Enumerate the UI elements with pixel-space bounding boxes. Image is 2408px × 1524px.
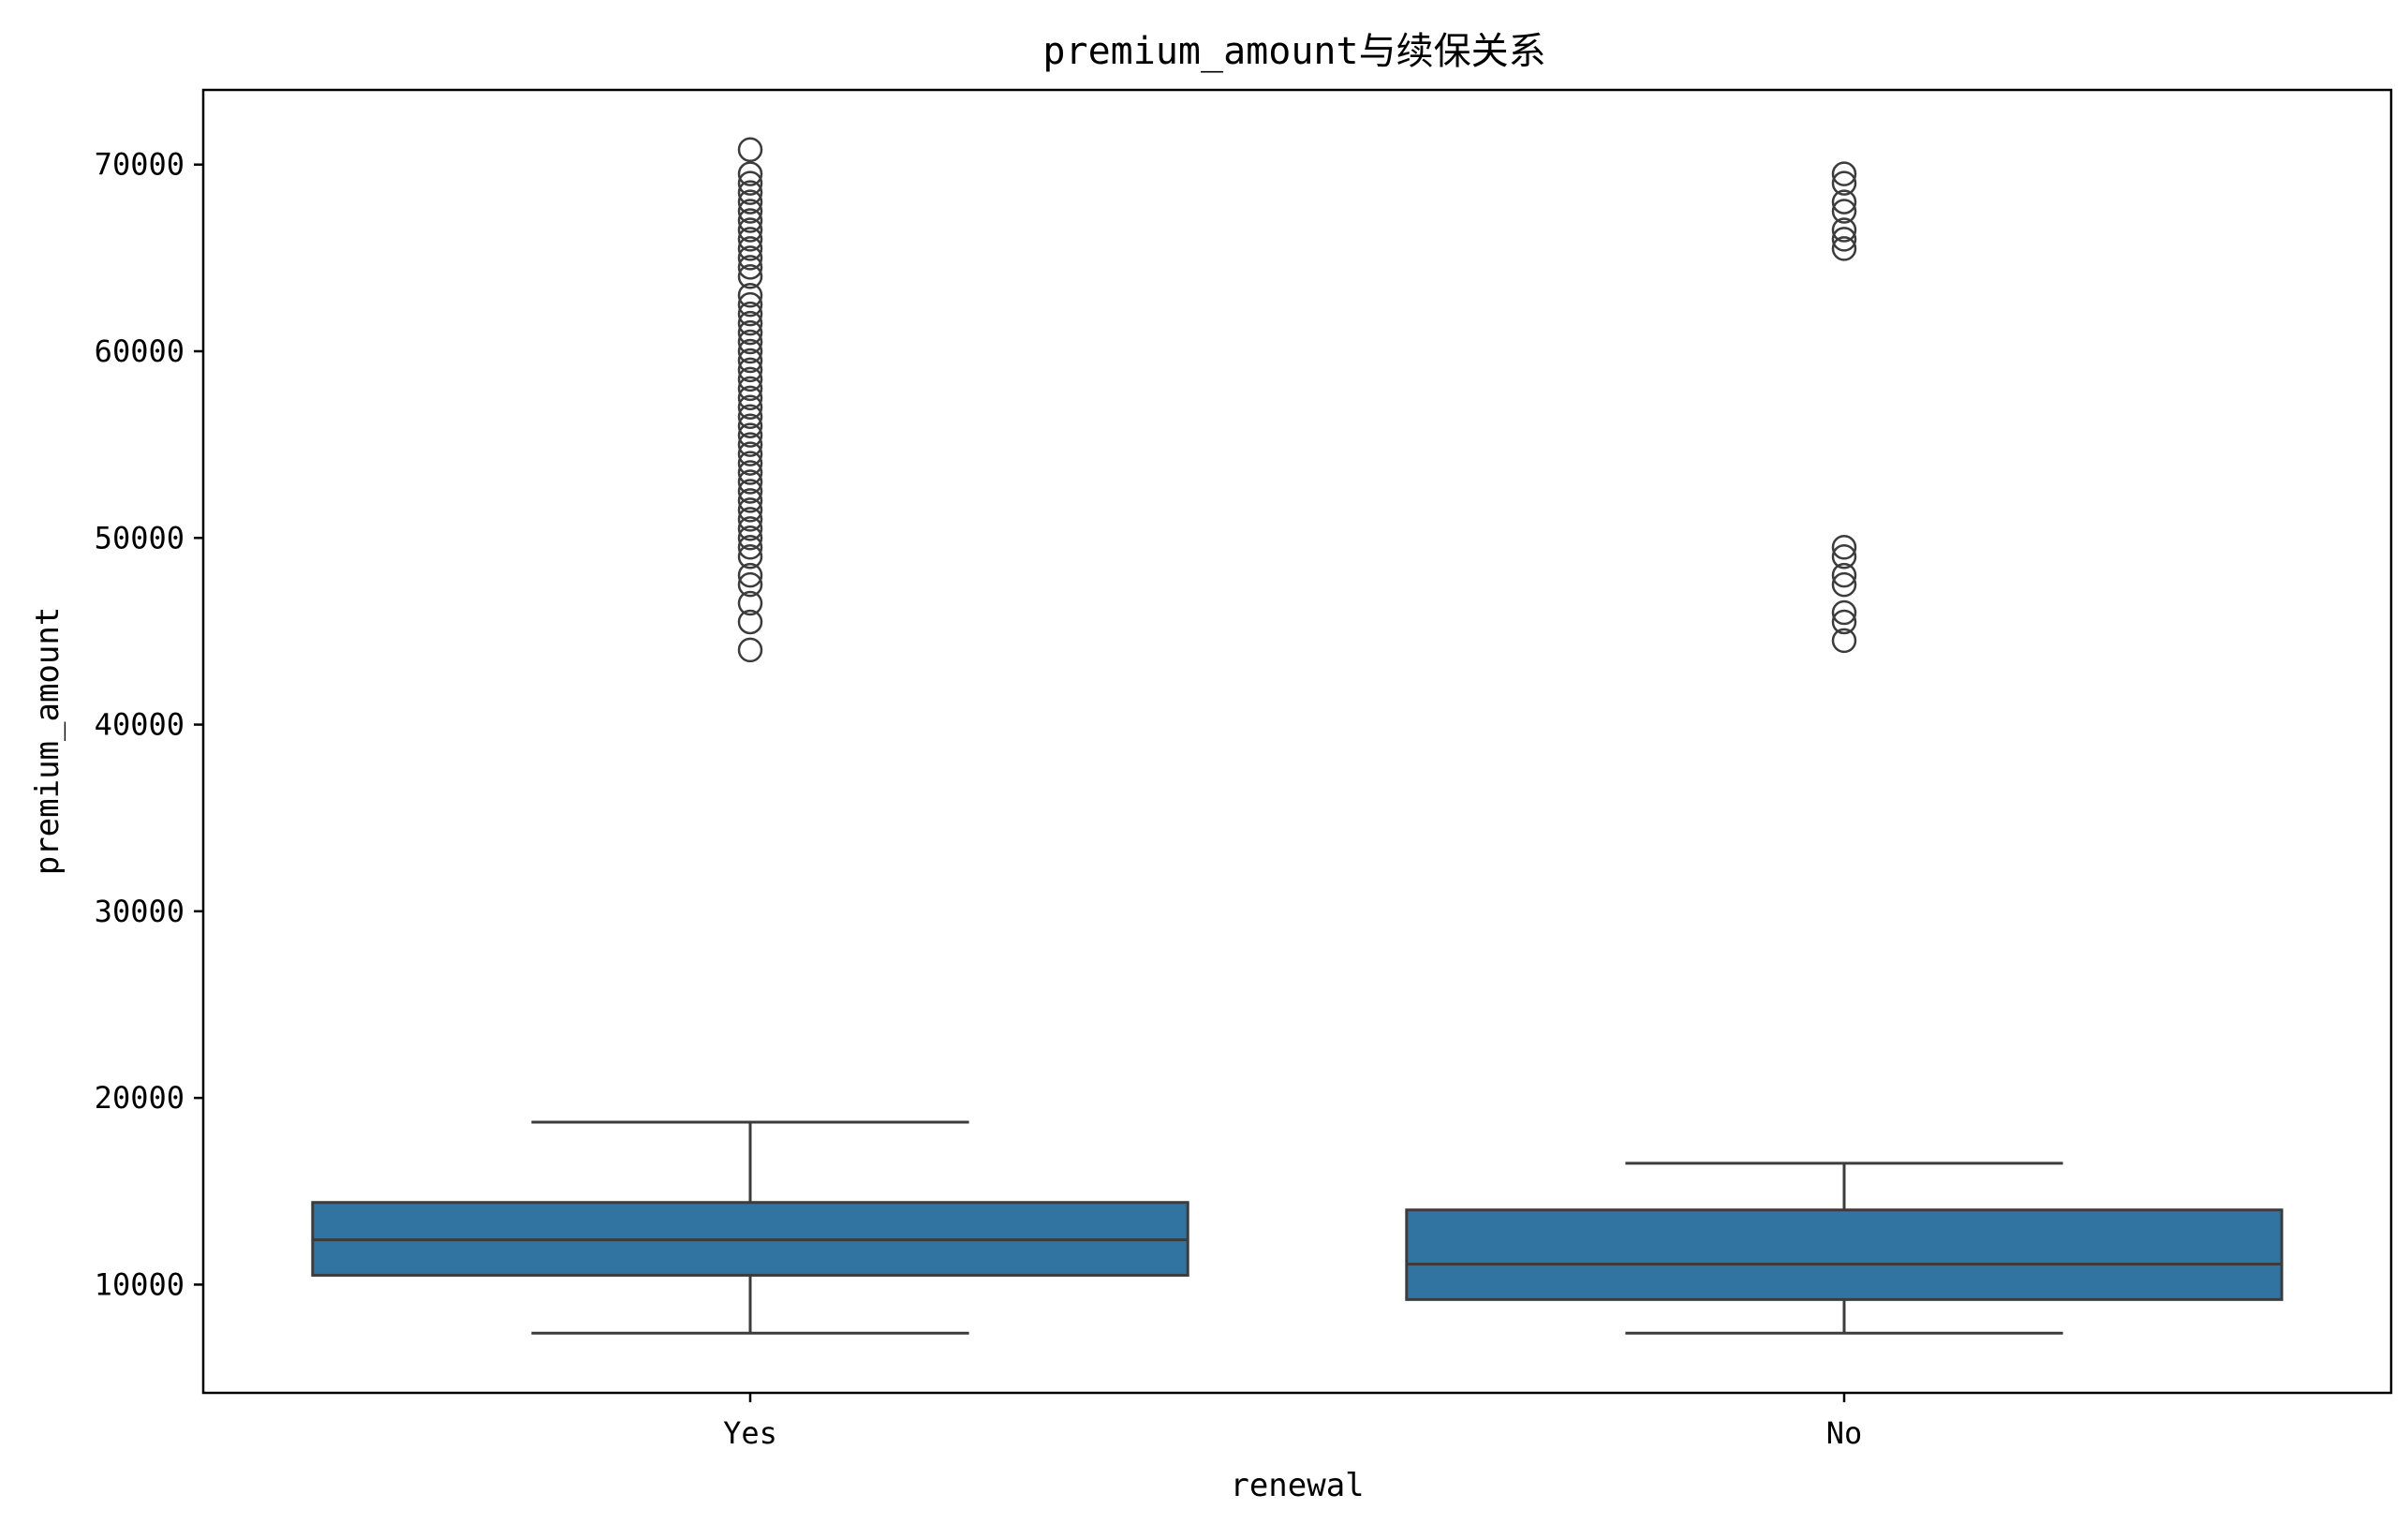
outlier-point xyxy=(737,291,763,318)
outlier-point xyxy=(737,609,763,635)
y-tick-label: 20000 xyxy=(95,1080,185,1116)
outlier-point xyxy=(1831,217,1857,243)
outlier-point xyxy=(737,245,763,271)
outlier-point xyxy=(737,543,763,570)
outlier-point xyxy=(737,488,763,513)
y-tick-label: 60000 xyxy=(95,333,185,369)
y-tick-label: 10000 xyxy=(95,1266,185,1302)
outlier-point xyxy=(737,590,763,616)
outlier-point xyxy=(737,199,763,224)
outlier-point xyxy=(737,319,763,346)
y-axis-ticks: 10000 20000 30000 40000 50000 60000 70000 xyxy=(95,147,203,1302)
outlier-point xyxy=(737,255,763,280)
outlier-point xyxy=(737,208,763,233)
outlier-point xyxy=(737,534,763,560)
chart-title: premium_amount与续保关系 xyxy=(1042,30,1545,73)
outlier-point xyxy=(1831,534,1857,560)
outlier-point xyxy=(1831,170,1857,196)
outlier-point xyxy=(1831,599,1857,626)
outlier-point xyxy=(737,348,763,374)
outlier-point xyxy=(737,137,763,163)
outlier-point xyxy=(1831,609,1857,635)
outlier-point xyxy=(1831,628,1857,654)
plot-frame xyxy=(201,88,2393,1395)
outlier-point xyxy=(737,571,763,598)
outlier-point xyxy=(737,525,763,551)
outlier-point xyxy=(1831,236,1857,261)
outlier-point xyxy=(737,310,763,336)
box-group-yes xyxy=(311,137,1189,1335)
outlier-point xyxy=(737,217,763,243)
outlier-point xyxy=(1831,562,1857,588)
outlier-point xyxy=(737,394,763,421)
outlier-point xyxy=(1831,543,1857,570)
outlier-point xyxy=(737,338,763,364)
outlier-point xyxy=(737,637,763,663)
outlier-point xyxy=(737,516,763,541)
outlier-point xyxy=(737,432,763,457)
outlier-point xyxy=(737,460,763,485)
outlier-point xyxy=(1831,227,1857,252)
outlier-point xyxy=(737,170,763,196)
y-tick-label: 70000 xyxy=(95,147,185,183)
box-group-no xyxy=(1405,161,2283,1335)
outlier-point xyxy=(1831,199,1857,224)
outlier-point xyxy=(737,301,763,327)
x-axis-ticks: Yes No xyxy=(723,1393,1862,1451)
outlier-point xyxy=(737,357,763,383)
x-tick-label: No xyxy=(1826,1415,1863,1451)
x-axis-label: renewal xyxy=(1230,1467,1364,1504)
outlier-point xyxy=(737,385,763,411)
outlier-point xyxy=(737,441,763,466)
iqr-box xyxy=(1405,1208,2283,1301)
outlier-point xyxy=(737,562,763,588)
outlier-point xyxy=(737,479,763,504)
y-tick-label: 40000 xyxy=(95,707,185,743)
outlier-point xyxy=(737,236,763,261)
outlier-point xyxy=(1831,189,1857,215)
outlier-point xyxy=(737,413,763,438)
outlier-point xyxy=(737,180,763,205)
outlier-point xyxy=(1831,161,1857,186)
outlier-point xyxy=(737,507,763,532)
outlier-point xyxy=(737,366,763,392)
y-axis-label: premium_amount xyxy=(29,607,66,876)
y-tick-label: 50000 xyxy=(95,520,185,555)
outlier-point xyxy=(737,376,763,402)
outlier-point xyxy=(737,282,763,308)
outlier-point xyxy=(737,329,763,355)
x-tick-label: Yes xyxy=(723,1415,777,1451)
boxes-layer xyxy=(311,137,2283,1335)
outlier-point xyxy=(737,264,763,289)
y-tick-label: 30000 xyxy=(95,894,185,929)
outlier-point xyxy=(737,422,763,448)
outlier-point xyxy=(737,189,763,215)
outlier-point xyxy=(737,469,763,495)
outlier-point xyxy=(737,161,763,186)
outlier-point xyxy=(737,451,763,476)
outlier-point xyxy=(737,497,763,523)
outlier-point xyxy=(1831,571,1857,598)
outlier-point xyxy=(737,227,763,252)
outlier-point xyxy=(737,404,763,429)
